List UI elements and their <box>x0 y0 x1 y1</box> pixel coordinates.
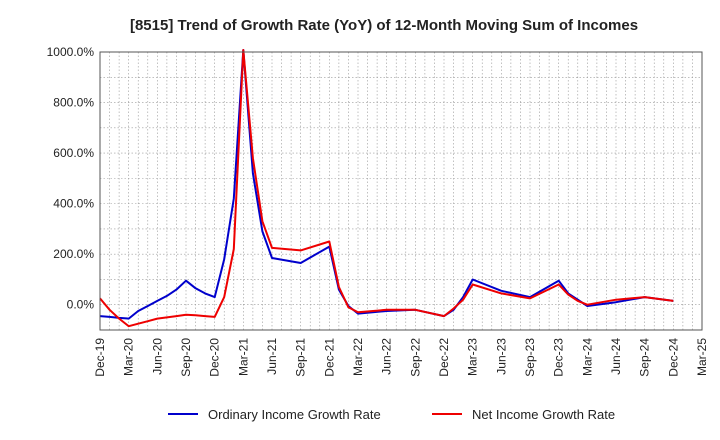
x-tick-label: Jun-24 <box>609 338 623 375</box>
x-tick-label: Sep-23 <box>523 338 537 377</box>
series-line <box>99 49 674 320</box>
x-tick-label: Jun-20 <box>150 338 164 375</box>
x-tick-label: Dec-19 <box>93 338 107 377</box>
series-line <box>99 49 674 328</box>
y-tick-label: 400.0% <box>53 197 94 211</box>
grid <box>100 51 702 330</box>
x-tick-label: Sep-22 <box>408 338 422 377</box>
series-lines <box>99 49 674 328</box>
x-tick-label: Sep-20 <box>179 338 193 377</box>
y-tick-label: 200.0% <box>53 247 94 261</box>
x-tick-label: Dec-22 <box>437 338 451 377</box>
x-tick-label: Mar-24 <box>580 338 594 376</box>
legend-label: Ordinary Income Growth Rate <box>208 407 381 422</box>
x-tick-label: Mar-23 <box>466 338 480 376</box>
y-tick-label: 600.0% <box>53 146 94 160</box>
x-tick-label: Jun-21 <box>265 338 279 375</box>
x-tick-label: Jun-22 <box>380 338 394 375</box>
x-tick-label: Dec-20 <box>208 338 222 377</box>
y-tick-label: 800.0% <box>53 96 94 110</box>
chart-title: [8515] Trend of Growth Rate (YoY) of 12-… <box>130 17 638 34</box>
x-tick-label: Mar-22 <box>351 338 365 376</box>
y-tick-label: 1000.0% <box>47 45 95 59</box>
y-axis-ticks: 0.0% 200.0% 400.0% 600.0% 800.0% 1000.0% <box>47 45 95 312</box>
legend: Ordinary Income Growth Rate Net Income Gr… <box>168 407 615 422</box>
x-tick-label: Mar-20 <box>122 338 136 376</box>
x-tick-label: Dec-21 <box>322 338 336 377</box>
x-tick-label: Mar-25 <box>695 338 709 376</box>
plot-frame <box>99 51 703 331</box>
x-tick-label: Dec-24 <box>666 338 680 377</box>
x-tick-label: Sep-21 <box>294 338 308 377</box>
x-tick-label: Dec-23 <box>552 338 566 377</box>
y-tick-label: 0.0% <box>67 298 95 312</box>
x-tick-label: Jun-23 <box>494 338 508 375</box>
legend-label: Net Income Growth Rate <box>472 407 615 422</box>
x-tick-label: Mar-21 <box>236 338 250 376</box>
x-tick-label: Sep-24 <box>638 338 652 377</box>
x-axis-ticks: Dec-19 Mar-20 Jun-20 Sep-20 Dec-20 Mar-21 Jun-… <box>93 338 709 377</box>
